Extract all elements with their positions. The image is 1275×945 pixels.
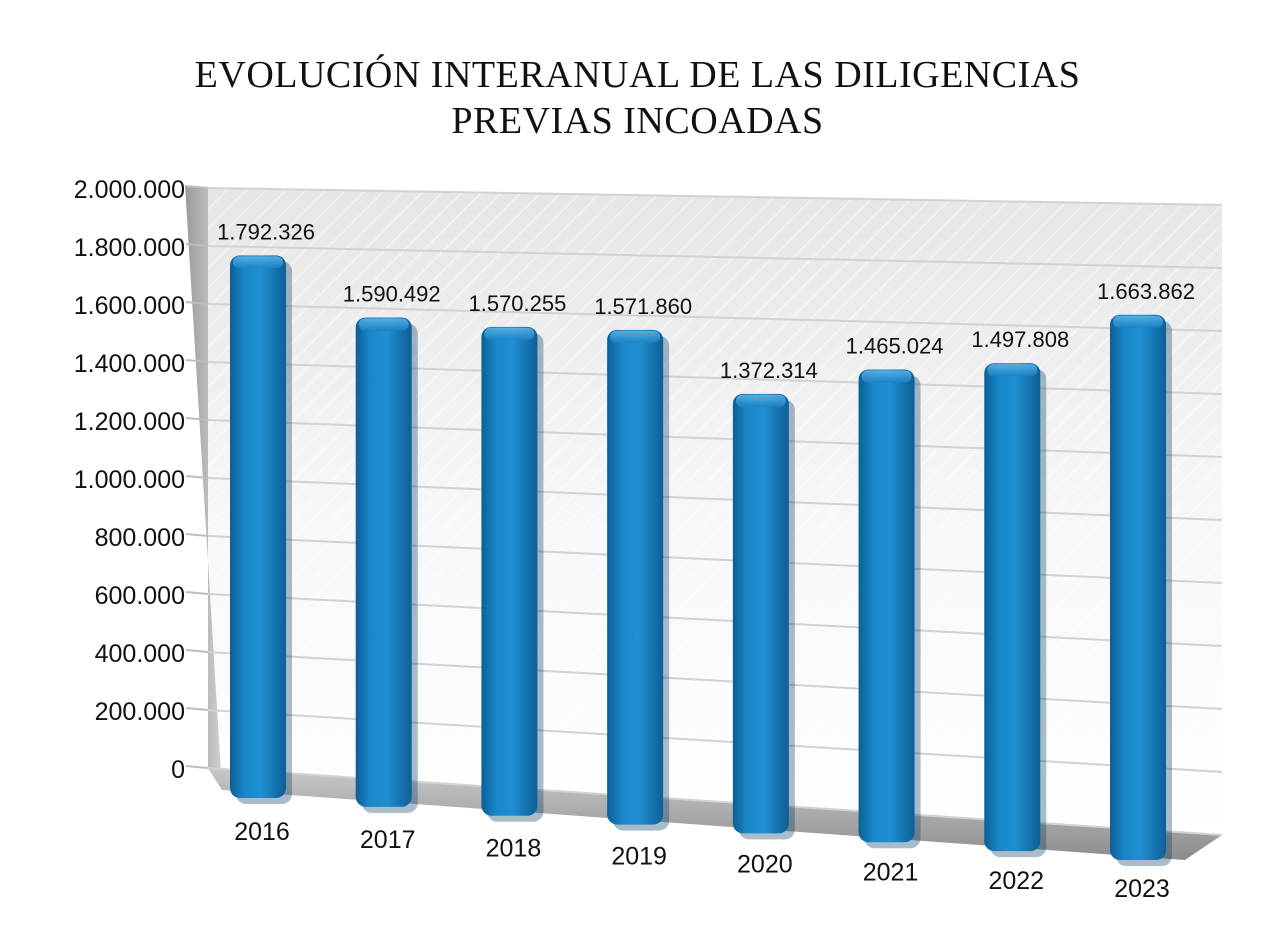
back-wall-hatch — [208, 188, 1222, 835]
x-tick-label: 2019 — [611, 842, 667, 870]
chart-title: EVOLUCIÓN INTERANUAL DE LAS DILIGENCIAS … — [0, 52, 1275, 144]
data-label: 1.590.492 — [343, 281, 441, 306]
bar-2016 — [230, 255, 292, 805]
y-tick-label: 1.200.000 — [74, 408, 185, 436]
bar-2021 — [858, 369, 921, 849]
bar-cap — [1113, 315, 1163, 328]
bar-body — [732, 393, 789, 834]
y-tick-label: 1.000.000 — [74, 466, 185, 494]
side-wall — [185, 185, 222, 790]
x-tick-label: 2018 — [486, 834, 542, 862]
gridline-side — [185, 243, 209, 247]
y-tick-label: 1.400.000 — [74, 350, 185, 378]
gridline-side — [185, 359, 209, 363]
bar-body — [858, 369, 915, 843]
data-label: 1.792.326 — [217, 219, 315, 244]
plot-background — [185, 185, 1222, 860]
bar-body — [984, 363, 1041, 852]
bar-2018 — [481, 326, 544, 822]
data-label: 1.465.024 — [846, 333, 944, 358]
bar-2019 — [607, 329, 670, 831]
y-tick-label: 0 — [171, 756, 185, 784]
bar-2022 — [984, 363, 1047, 858]
gridline-side — [185, 649, 209, 653]
bar-2020 — [732, 393, 795, 840]
data-label: 1.497.808 — [971, 327, 1069, 352]
x-tick-label: 2022 — [988, 867, 1044, 895]
bar-cap — [484, 327, 535, 340]
gridline — [207, 303, 1223, 332]
chart-title-line-1: EVOLUCIÓN INTERANUAL DE LAS DILIGENCIAS — [194, 54, 1081, 96]
bar-body — [607, 329, 664, 825]
bar-body — [481, 326, 538, 816]
bar-cap — [987, 364, 1038, 377]
bar-2023 — [1110, 314, 1172, 866]
bar-cap — [610, 330, 661, 343]
gridline-side — [185, 591, 209, 595]
floor — [208, 768, 1222, 860]
x-tick-label: 2016 — [234, 818, 290, 846]
gridline-side — [185, 533, 209, 537]
gridline-side — [185, 765, 209, 769]
y-tick-label: 200.000 — [95, 698, 185, 726]
data-label: 1.372.314 — [720, 358, 818, 383]
y-tick-label: 400.000 — [95, 640, 185, 668]
gridline-side — [185, 185, 209, 189]
gridline-side — [185, 475, 209, 479]
bar-cap — [735, 394, 786, 407]
data-label: 1.570.255 — [468, 291, 566, 316]
chart-title-line-2: PREVIAS INCOADAS — [451, 100, 824, 142]
bar-body — [355, 317, 412, 807]
bar-body — [230, 255, 286, 799]
y-axis-labels: 0 200.000 400.000 600.000 800.000 1.000.000 1.… — [74, 176, 185, 784]
y-tick-label: 600.000 — [95, 582, 185, 610]
bars — [230, 255, 1172, 866]
x-tick-label: 2023 — [1114, 875, 1170, 903]
x-tick-label: 2020 — [737, 851, 793, 879]
gridline — [207, 187, 1223, 206]
x-axis-labels: 2016 2017 2018 2019 2020 2021 2022 2023 — [234, 818, 1170, 903]
y-tick-label: 800.000 — [95, 524, 185, 552]
x-tick-label: 2021 — [863, 859, 919, 887]
data-labels: 1.792.326 1.590.492 1.570.255 1.571.860 1.37… — [217, 219, 1195, 383]
bar-cap — [358, 318, 409, 331]
gridline-side — [185, 707, 209, 711]
data-label: 1.663.862 — [1097, 279, 1195, 304]
bar-2017 — [355, 317, 418, 813]
gridline-side — [185, 417, 209, 421]
y-tick-label: 2.000.000 — [74, 176, 185, 204]
y-tick-label: 1.800.000 — [74, 234, 185, 262]
gridline-side — [185, 301, 209, 305]
x-tick-label: 2017 — [360, 826, 416, 854]
y-tick-label: 1.600.000 — [74, 292, 185, 320]
bar-cap — [861, 370, 912, 383]
gridline — [207, 245, 1223, 269]
bar-body — [1110, 314, 1166, 860]
data-label: 1.571.860 — [594, 294, 692, 319]
bar-cap — [233, 256, 283, 269]
